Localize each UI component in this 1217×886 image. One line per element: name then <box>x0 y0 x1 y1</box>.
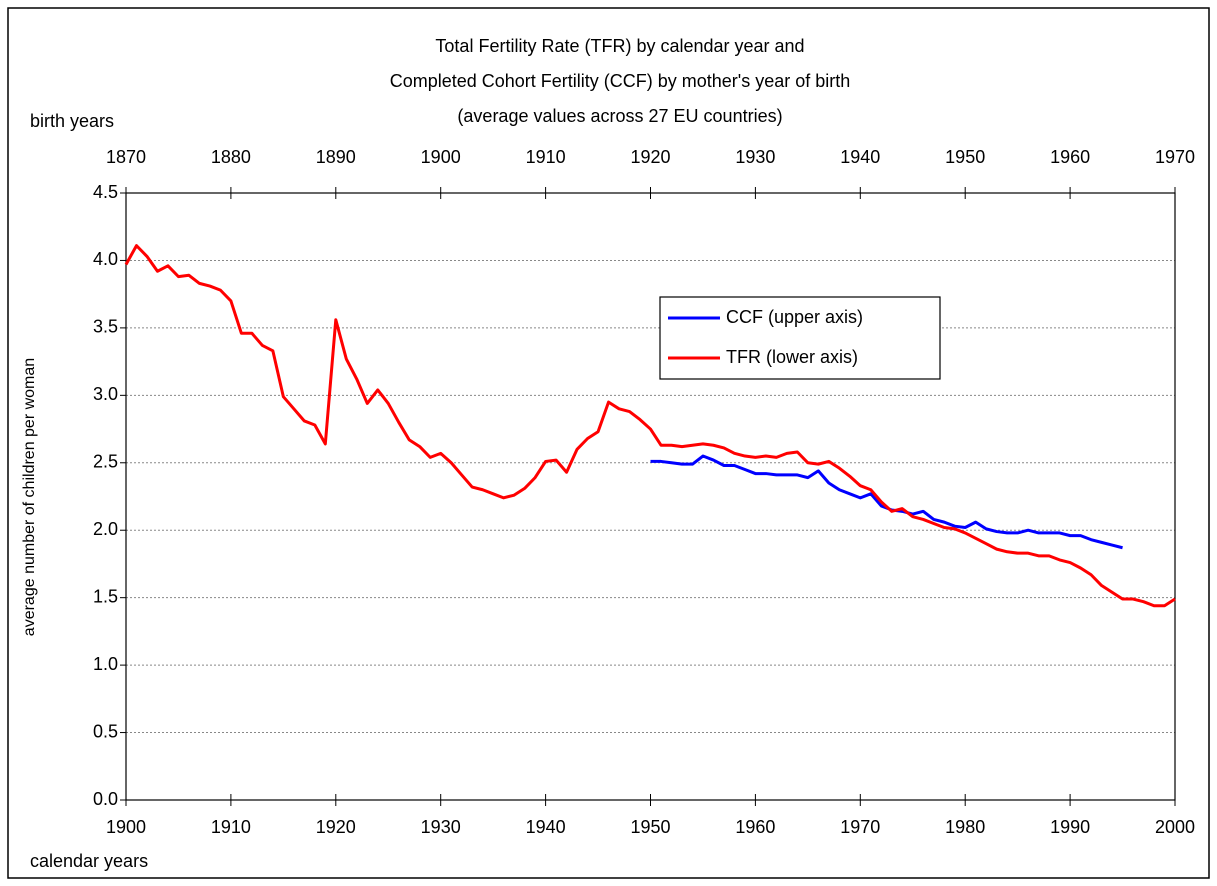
y-tick-label: 1.0 <box>93 654 118 674</box>
x2-tick-label: 1940 <box>840 147 880 167</box>
legend-label: CCF (upper axis) <box>726 307 863 327</box>
y-tick-label: 1.5 <box>93 586 118 606</box>
x-tick-label: 1940 <box>526 817 566 837</box>
x2-tick-label: 1930 <box>735 147 775 167</box>
x-axis-label: calendar years <box>30 851 148 871</box>
x-tick-label: 1920 <box>316 817 356 837</box>
y-tick-label: 0.5 <box>93 721 118 741</box>
y-tick-label: 0.0 <box>93 789 118 809</box>
series-line <box>124 244 1176 608</box>
x-tick-label: 1960 <box>735 817 775 837</box>
x-tick-label: 1900 <box>106 817 146 837</box>
legend-label: TFR (lower axis) <box>726 347 858 367</box>
x2-tick-label: 1960 <box>1050 147 1090 167</box>
y-tick-label: 3.0 <box>93 384 118 404</box>
legend <box>659 296 941 380</box>
y-tick-label: 3.5 <box>93 317 118 337</box>
y-tick-label: 4.5 <box>93 182 118 202</box>
x-tick-label: 1980 <box>945 817 985 837</box>
x2-tick-label: 1890 <box>316 147 356 167</box>
x-tick-label: 1950 <box>630 817 670 837</box>
x-tick-label: 2000 <box>1155 817 1195 837</box>
x2-tick-label: 1950 <box>945 147 985 167</box>
x-tick-label: 1970 <box>840 817 880 837</box>
x2-tick-label: 1880 <box>211 147 251 167</box>
y-tick-label: 2.0 <box>93 519 118 539</box>
x-tick-label: 1930 <box>421 817 461 837</box>
y-tick-label: 2.5 <box>93 452 118 472</box>
x2-tick-label: 1920 <box>630 147 670 167</box>
title-line: Completed Cohort Fertility (CCF) by moth… <box>390 71 851 91</box>
x-tick-label: 1990 <box>1050 817 1090 837</box>
x2-tick-label: 1910 <box>526 147 566 167</box>
title-line: (average values across 27 EU countries) <box>457 106 782 126</box>
x2-tick-label: 1870 <box>106 147 146 167</box>
x2-axis-label: birth years <box>30 111 114 131</box>
x-tick-label: 1910 <box>211 817 251 837</box>
x2-tick-label: 1970 <box>1155 147 1195 167</box>
chart-title: Total Fertility Rate (TFR) by calendar y… <box>390 36 851 126</box>
chart-frame <box>7 7 1210 879</box>
y-tick-label: 4.0 <box>93 249 118 269</box>
x2-tick-label: 1900 <box>421 147 461 167</box>
title-line: Total Fertility Rate (TFR) by calendar y… <box>435 36 804 56</box>
y-axis-label: average number of children per woman <box>21 358 38 636</box>
